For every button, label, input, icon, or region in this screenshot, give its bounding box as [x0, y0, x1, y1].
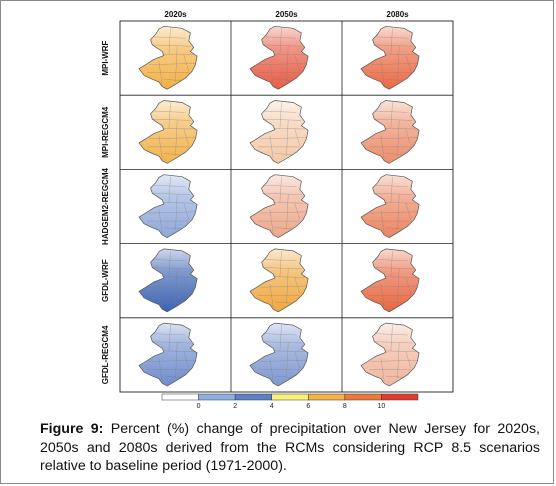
colorbar-tick-label: 10: [378, 403, 386, 410]
map-gfdl-regcm4-2080s: [360, 322, 420, 387]
colorbar-tick-label: 0: [197, 403, 201, 410]
map-gfdl-wrf-2020s: [138, 248, 198, 313]
colorbar-tick-label: 4: [270, 403, 274, 410]
colorbar-tick-label: 2: [233, 403, 237, 410]
figure-caption-label: Figure 9:: [40, 421, 104, 437]
map-mpi-regcm4-2020s: [138, 100, 198, 164]
row-label-hadgem2-regcm4: HADGEM2-REGCM4: [101, 168, 110, 245]
map-mpi-wrf-2050s: [249, 25, 309, 90]
grid-border: [119, 20, 454, 393]
column-header-2050s: 2050s: [275, 10, 298, 19]
map-hadgem2-regcm4-2020s: [138, 174, 198, 239]
map-gfdl-regcm4-2020s: [138, 322, 198, 387]
figure-caption: Figure 9: Percent (%) change of precipit…: [40, 420, 540, 476]
map-gfdl-wrf-2050s: [249, 248, 309, 313]
map-mpi-regcm4-2080s: [360, 100, 420, 164]
map-hadgem2-regcm4-2050s: [249, 174, 309, 239]
colorbar-tick-label: 8: [343, 403, 347, 410]
column-header-2080s: 2080s: [386, 10, 409, 19]
row-label-gfdl-wrf: GFDL-WRF: [101, 259, 110, 302]
colorbar-segment: [161, 393, 199, 401]
colorbar-segment: [198, 393, 236, 401]
row-label-gfdl-regcm4: GFDL-REGCM4: [101, 325, 110, 384]
map-gfdl-wrf-2080s: [360, 248, 420, 313]
column-header-2020s: 2020s: [164, 10, 187, 19]
colorbar-segment: [344, 393, 382, 401]
colorbar: 0 2 4 6 8 10: [161, 393, 419, 410]
figure-caption-text: Percent (%) change of precipitation over…: [40, 421, 540, 474]
map-hadgem2-regcm4-2080s: [360, 174, 420, 239]
row-label-mpi-regcm4: MPI-REGCM4: [101, 106, 110, 158]
colorbar-segment: [381, 393, 419, 401]
colorbar-tick-label: 6: [306, 403, 310, 410]
colorbar-segment: [271, 393, 309, 401]
row-label-mpi-wrf: MPI-WRF: [101, 40, 110, 75]
colorbar-segment: [308, 393, 346, 401]
colorbar-segment: [234, 393, 272, 401]
map-mpi-regcm4-2050s: [249, 100, 309, 164]
map-gfdl-regcm4-2050s: [249, 322, 309, 387]
map-mpi-wrf-2020s: [138, 25, 198, 90]
map-mpi-wrf-2080s: [360, 25, 420, 90]
